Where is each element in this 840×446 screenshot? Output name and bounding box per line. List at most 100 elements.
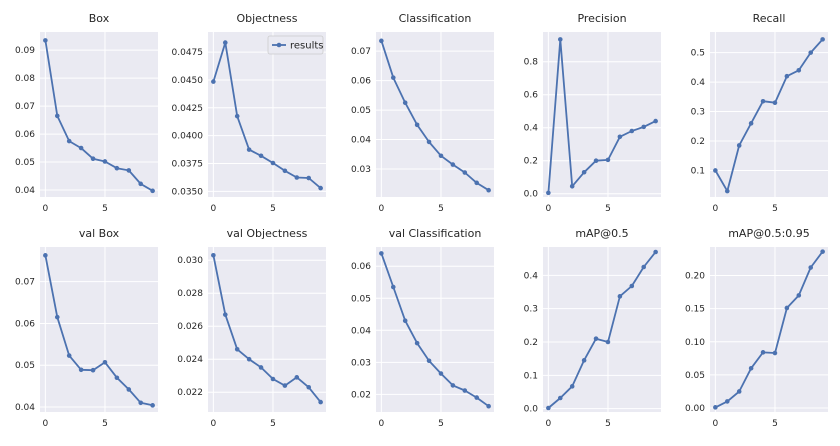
subplot-title: Precision: [577, 12, 626, 25]
data-point: [66, 353, 72, 358]
y-tick-label: 0.05: [15, 158, 35, 168]
data-point: [653, 249, 658, 255]
data-point: [581, 169, 587, 175]
x-tick-label: 0: [712, 419, 718, 429]
y-tick-label: 0.05: [15, 361, 35, 371]
y-tick-label: 0.026: [177, 322, 203, 332]
data-point: [569, 183, 575, 189]
subplot-val-box: 0.07 0.06 0.05 0.04 0 5 val Box: [15, 227, 158, 429]
data-point: [641, 124, 647, 130]
series-line: [380, 253, 490, 407]
subplot-precision: 0.8 0.6 0.4 0.2 0.0 0 5 Precision: [524, 12, 661, 214]
x-tick-label: 0: [378, 419, 384, 429]
data-point: [138, 181, 144, 187]
y-tick-label: 0.06: [15, 130, 35, 140]
data-point: [736, 143, 742, 148]
data-point: [379, 38, 384, 44]
data-point: [784, 73, 790, 79]
data-point: [557, 37, 563, 42]
data-point: [294, 175, 300, 180]
x-tick-label: 5: [270, 204, 276, 214]
series-line: [44, 40, 154, 192]
y-tick-label: 0.15: [685, 305, 705, 315]
y-tick-label: 0.0: [524, 190, 539, 200]
data-point: [450, 162, 456, 167]
series-line: [212, 41, 322, 189]
plot-area: [376, 247, 494, 412]
data-point: [43, 38, 48, 43]
x-tick-label: 5: [438, 419, 444, 429]
data-point: [379, 251, 384, 256]
y-tick-label: 0.3: [524, 305, 538, 315]
data-point: [617, 134, 623, 140]
x-tick-label: 0: [545, 419, 551, 429]
y-tick-label: 0.8: [524, 58, 539, 68]
data-point: [102, 359, 108, 365]
plot-area: [710, 247, 828, 412]
data-point: [102, 159, 108, 164]
data-point: [306, 384, 312, 390]
y-tick-label: 0.5: [691, 49, 705, 59]
plot-area: [543, 32, 661, 197]
x-tick-label: 0: [210, 204, 216, 214]
subplot-title: Box: [89, 12, 110, 25]
data-point: [486, 187, 491, 193]
data-point: [390, 284, 396, 290]
y-tick-label: 0.0475: [172, 48, 204, 58]
data-point: [724, 399, 730, 404]
data-point: [258, 365, 264, 370]
subplot-objectness: 0.0475 0.0450 0.0425 0.0400 0.0375 0.0350 0 5 Ob…: [172, 12, 326, 214]
subplot-title: val Classification: [389, 227, 482, 240]
plot-area: [40, 32, 158, 197]
legend-box: [267, 35, 324, 55]
data-point: [546, 190, 551, 196]
legend-point-marker: [276, 42, 282, 48]
data-point: [605, 339, 611, 345]
subplot-val-objectness: 0.030 0.028 0.026 0.024 0.022 0 5 val Objectnes…: [177, 227, 326, 429]
series-line: [547, 251, 657, 409]
data-point: [593, 336, 599, 341]
y-tick-label: 0.030: [177, 256, 203, 266]
data-point: [150, 188, 155, 194]
x-tick-label: 5: [438, 204, 444, 214]
data-point: [557, 395, 563, 401]
data-point: [318, 399, 323, 405]
data-point: [54, 314, 60, 320]
y-tick-label: 0.03: [351, 165, 371, 175]
y-tick-label: 0.2: [691, 137, 705, 147]
data-point: [390, 75, 396, 80]
subplot-title: Objectness: [236, 12, 297, 25]
subplot-title: Recall: [753, 12, 786, 25]
data-point: [581, 358, 587, 363]
subplot-map-at-0-5-0-95: 0.20 0.15 0.10 0.05 0.00 0 5 mAP@0.5:0.95: [685, 227, 828, 429]
data-point: [474, 395, 480, 400]
legend-label: results: [290, 41, 324, 52]
plot-area: [710, 32, 828, 197]
y-tick-label: 0.20: [685, 271, 705, 281]
subplot-classification: 0.07 0.06 0.05 0.04 0.03 0 5 Classification: [351, 12, 494, 214]
data-point: [114, 165, 120, 171]
data-point: [414, 340, 420, 346]
y-tick-label: 0.0375: [172, 160, 204, 170]
data-point: [438, 371, 444, 376]
x-tick-label: 5: [772, 204, 778, 214]
series-line: [714, 251, 824, 409]
data-point: [211, 252, 216, 258]
x-tick-label: 0: [42, 419, 48, 429]
data-point: [54, 113, 60, 119]
data-point: [222, 40, 228, 45]
data-point: [270, 160, 276, 166]
y-tick-label: 0.05: [685, 371, 705, 381]
subplot-recall: 0.5 0.4 0.3 0.2 0.1 0 5 Recall: [691, 12, 828, 214]
data-point: [808, 265, 814, 270]
y-tick-label: 0.07: [15, 278, 35, 288]
data-point: [90, 156, 96, 161]
x-tick-label: 0: [545, 204, 551, 214]
y-tick-label: 0.028: [177, 289, 203, 299]
y-tick-label: 0.06: [351, 262, 371, 272]
x-tick-label: 5: [270, 419, 276, 429]
plot-area: [208, 32, 326, 197]
data-point: [486, 403, 491, 409]
y-tick-label: 0.07: [15, 102, 35, 112]
data-point: [736, 389, 742, 394]
